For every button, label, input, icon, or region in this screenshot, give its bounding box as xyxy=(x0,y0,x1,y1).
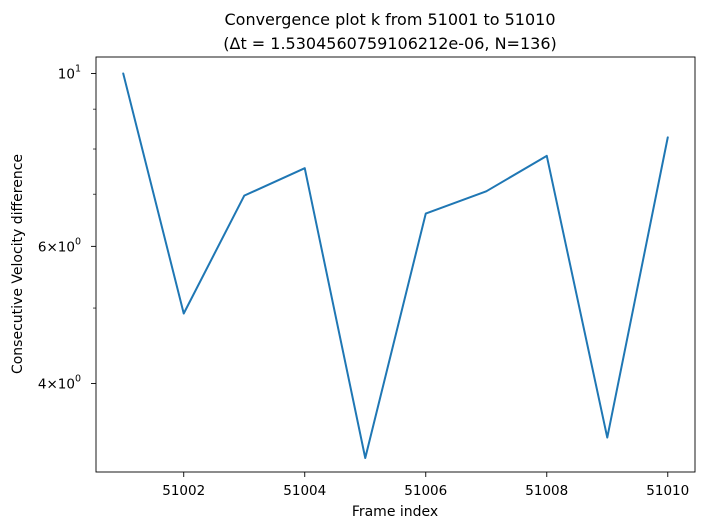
x-tick-label: 51010 xyxy=(646,483,689,499)
x-axis-label: Frame index xyxy=(352,504,438,520)
x-tick-label: 51008 xyxy=(525,483,568,499)
chart-title-line1: Convergence plot k from 51001 to 51010 xyxy=(224,10,555,29)
y-axis-label: Consecutive Velocity difference xyxy=(10,154,26,374)
y-tick-label: 4×100 xyxy=(38,374,81,393)
x-tick-label: 51006 xyxy=(404,483,447,499)
x-tick-label: 51002 xyxy=(162,483,205,499)
series-layer xyxy=(122,72,669,460)
x-tick-label: 51004 xyxy=(283,483,326,499)
y-tick-label: 6×100 xyxy=(38,236,81,255)
plot-area xyxy=(96,57,695,472)
chart-title-line2: (Δt = 1.5304560759106212e-06, N=136) xyxy=(223,34,556,53)
x-axis-ticks: 51002 51004 51006 51008 51010 xyxy=(162,472,689,499)
series-line xyxy=(122,72,669,460)
plot-frame xyxy=(95,56,696,473)
